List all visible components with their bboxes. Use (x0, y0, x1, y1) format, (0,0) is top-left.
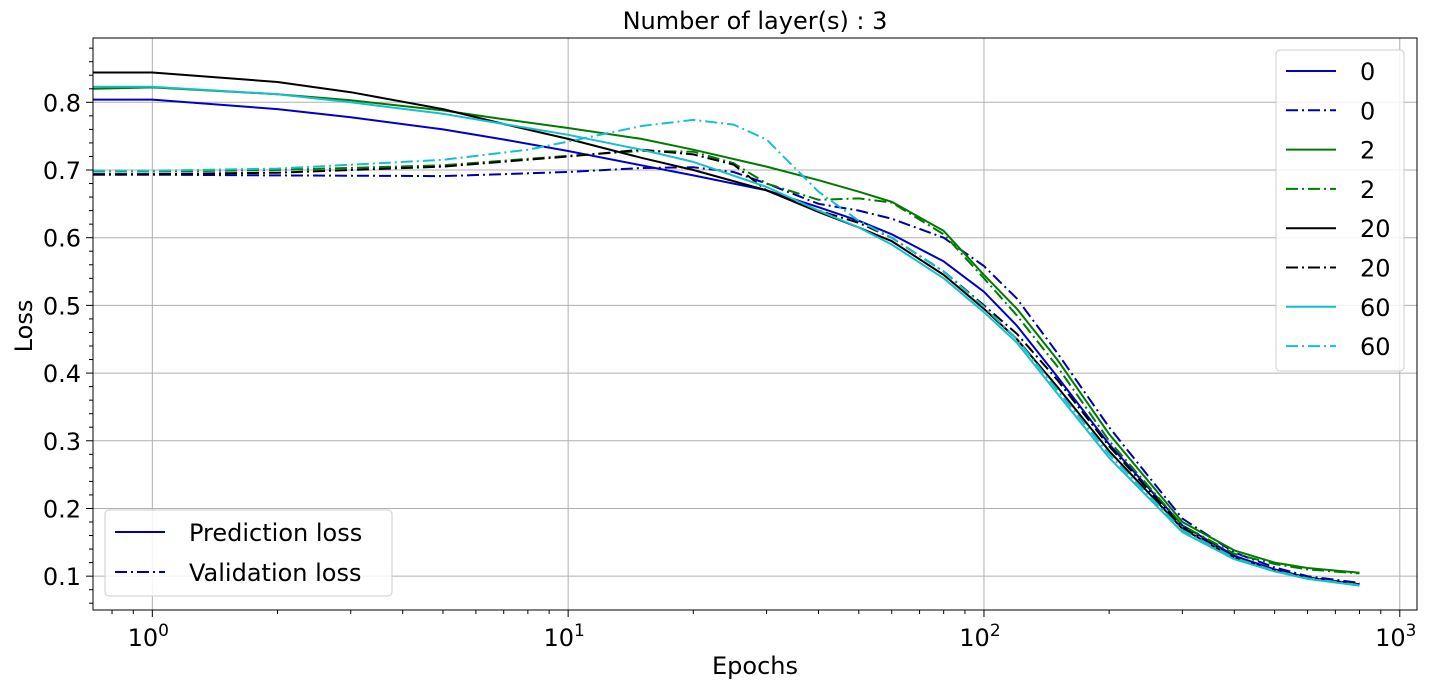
x-axis-title: Epochs (712, 652, 798, 680)
legend-series-label: 60 (1360, 294, 1391, 322)
legend-series-label: 20 (1360, 255, 1391, 283)
legend-series-label: 2 (1360, 176, 1375, 204)
grid (93, 38, 1417, 610)
series-line-60-prediction (93, 85, 1360, 587)
x-tick-label: 103 (1375, 621, 1416, 652)
x-tick-label: 100 (128, 621, 169, 652)
legend-series-label: 0 (1360, 97, 1375, 125)
series-line-0-prediction (93, 98, 1360, 586)
legend-kind-label: Prediction loss (189, 519, 362, 547)
legend-series-label: 0 (1360, 58, 1375, 86)
y-tick-label: 0.7 (43, 157, 81, 185)
series-line-60-validation (93, 118, 1360, 586)
y-axis-title: Loss (10, 300, 38, 353)
legend-series-label: 20 (1360, 215, 1391, 243)
y-tick-label: 0.5 (43, 292, 81, 320)
legend-series: 0 0 2 2 20 20 60 60 (1275, 49, 1405, 372)
x-tick-label: 101 (543, 621, 584, 652)
minor-ticks (89, 47, 1382, 614)
axis-ticks: 100 101 102 103 0.1 0.2 0.3 0.4 0.5 0.6 0.7 0.8 (43, 89, 1417, 652)
y-tick-label: 0.8 (43, 89, 81, 117)
y-tick-label: 0.1 (43, 563, 81, 591)
y-tick-label: 0.4 (43, 360, 81, 388)
legend-series-label: 60 (1360, 333, 1391, 361)
series-line-2-prediction (92, 86, 1360, 574)
legend-kind-label: Validation loss (189, 559, 362, 587)
x-tick-label: 102 (959, 621, 1000, 652)
y-tick-label: 0.6 (43, 225, 81, 253)
y-tick-label: 0.3 (43, 428, 81, 456)
legend-series-box (1275, 49, 1405, 372)
plot-frame (92, 37, 1418, 611)
legend-loss-kind: Prediction loss Validation loss (104, 509, 393, 597)
chart-title: Number of layer(s) : 3 (623, 7, 888, 35)
legend-kind-box (104, 509, 393, 597)
legend-series-label: 2 (1360, 137, 1375, 165)
y-tick-label: 0.2 (43, 495, 81, 523)
series-lines (92, 71, 1360, 587)
